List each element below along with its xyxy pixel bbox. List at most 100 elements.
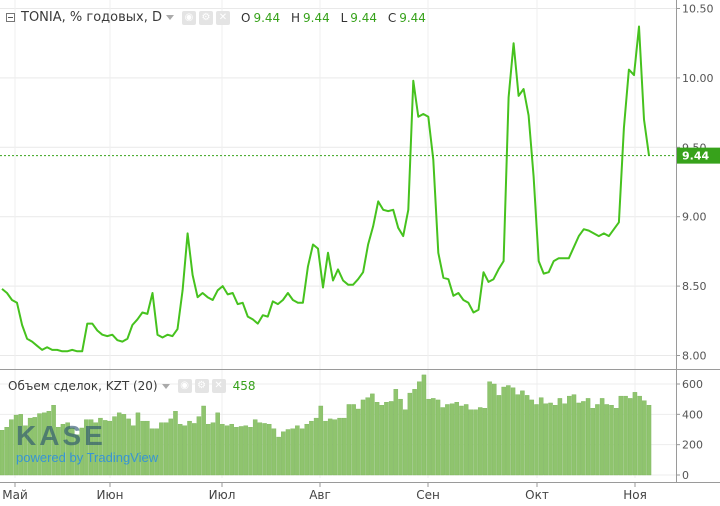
- volume-bar: [229, 423, 234, 476]
- chevron-down-icon[interactable]: [166, 15, 174, 20]
- volume-close-icon[interactable]: ✕: [211, 379, 226, 393]
- volume-bar: [402, 409, 408, 476]
- volume-bar: [454, 402, 460, 476]
- volume-bar: [492, 383, 497, 476]
- volume-bar: [299, 428, 305, 476]
- volume-bar: [637, 395, 642, 476]
- volume-bar: [482, 408, 488, 476]
- volume-bar: [590, 408, 595, 476]
- volume-bar: [576, 402, 581, 476]
- volume-bar: [126, 418, 131, 476]
- volume-bar: [135, 412, 141, 476]
- volume-bar: [27, 417, 33, 476]
- volume-bar: [463, 404, 469, 476]
- volume-bar: [182, 425, 188, 476]
- volume-bar: [599, 398, 605, 476]
- last-price-tag: [677, 147, 720, 164]
- eye-icon[interactable]: ◉: [182, 10, 196, 25]
- volume-bar: [224, 425, 230, 476]
- volume-bar: [571, 394, 577, 476]
- volume-bar: [337, 417, 342, 476]
- volume-bar: [159, 422, 164, 476]
- price-tick-label: 8.00: [682, 350, 707, 363]
- volume-bar: [145, 420, 150, 476]
- volume-bar: [393, 389, 399, 476]
- volume-bar: [131, 425, 136, 476]
- volume-bar: [23, 425, 28, 476]
- volume-tick-label: 200: [682, 439, 703, 452]
- volume-bar: [585, 398, 591, 476]
- volume-eye-icon[interactable]: ◉: [177, 379, 192, 393]
- series-title[interactable]: TONIA, % годовых, D: [21, 10, 162, 25]
- volume-bar: [356, 408, 361, 476]
- volume-settings-icon[interactable]: ⚙: [194, 379, 209, 393]
- volume-bar: [628, 398, 633, 476]
- volume-bar: [121, 414, 127, 476]
- volume-bar: [332, 419, 338, 476]
- volume-bar: [276, 436, 281, 476]
- volume-bar: [567, 395, 572, 476]
- settings-icon[interactable]: ⚙: [199, 10, 213, 25]
- volume-bar: [18, 414, 23, 476]
- volume-bar: [431, 398, 436, 476]
- volume-bar: [524, 395, 530, 476]
- volume-bar: [201, 405, 206, 476]
- volume-bar: [116, 412, 122, 476]
- volume-bar: [215, 412, 220, 476]
- volume-bar: [374, 402, 380, 476]
- time-tick-label: Май: [2, 488, 28, 502]
- tonia-line-series: [1, 25, 650, 353]
- volume-bar: [46, 411, 52, 476]
- volume-bar: [548, 402, 553, 476]
- volume-tick-label: 0: [682, 469, 689, 482]
- volume-bar: [0, 430, 5, 476]
- volume-chevron-down-icon[interactable]: [161, 383, 170, 389]
- volume-bar: [266, 423, 272, 476]
- time-tick-label: Окт: [525, 488, 549, 502]
- volume-bar: [98, 417, 103, 476]
- volume-bar: [417, 381, 422, 476]
- volume-bar: [459, 405, 464, 476]
- time-tick-label: Авг: [309, 488, 331, 502]
- open-value: 9.44: [253, 10, 281, 25]
- volume-bar: [384, 402, 389, 476]
- time-tick-label: Сен: [416, 488, 440, 502]
- volume-bar: [154, 428, 159, 476]
- volume-bar: [84, 419, 89, 476]
- volume-bar: [473, 409, 478, 476]
- volume-bar: [177, 423, 183, 476]
- price-tick-label: 8.50: [682, 280, 707, 293]
- volume-bar: [440, 407, 445, 476]
- volume-tick-label: 600: [682, 378, 703, 391]
- volume-bar: [379, 405, 385, 476]
- volume-bar: [421, 374, 427, 476]
- close-icon[interactable]: ✕: [216, 10, 230, 25]
- collapse-icon[interactable]: [6, 13, 15, 22]
- volume-title[interactable]: Объем сделок, KZT (20): [8, 379, 158, 393]
- volume-bar: [618, 395, 624, 476]
- last-price-text: 9.44: [682, 150, 709, 163]
- volume-bar: [435, 399, 441, 476]
- tonia-line: [1, 25, 650, 353]
- volume-bar: [506, 385, 511, 476]
- volume-bar: [56, 427, 61, 476]
- volume-bar: [79, 427, 84, 476]
- volume-bar: [534, 404, 539, 476]
- volume-bar: [407, 392, 413, 476]
- volume-bar: [557, 398, 563, 476]
- time-tick-label: Ноя: [623, 488, 647, 502]
- powered-by-text: powered by TradingView: [16, 450, 159, 465]
- volume-bar: [365, 397, 370, 476]
- volume-bar: [552, 405, 558, 476]
- volume-bar: [281, 431, 286, 476]
- volume-bar: [210, 422, 216, 476]
- volume-bar: [449, 403, 455, 476]
- volume-legend: Объем сделок, KZT (20) ◉ ⚙ ✕ 458: [8, 379, 256, 393]
- volume-bar: [107, 420, 113, 476]
- volume-bar: [112, 416, 117, 476]
- volume-bar: [238, 426, 244, 476]
- time-tick-label: Июл: [209, 488, 236, 502]
- volume-bar: [327, 418, 333, 476]
